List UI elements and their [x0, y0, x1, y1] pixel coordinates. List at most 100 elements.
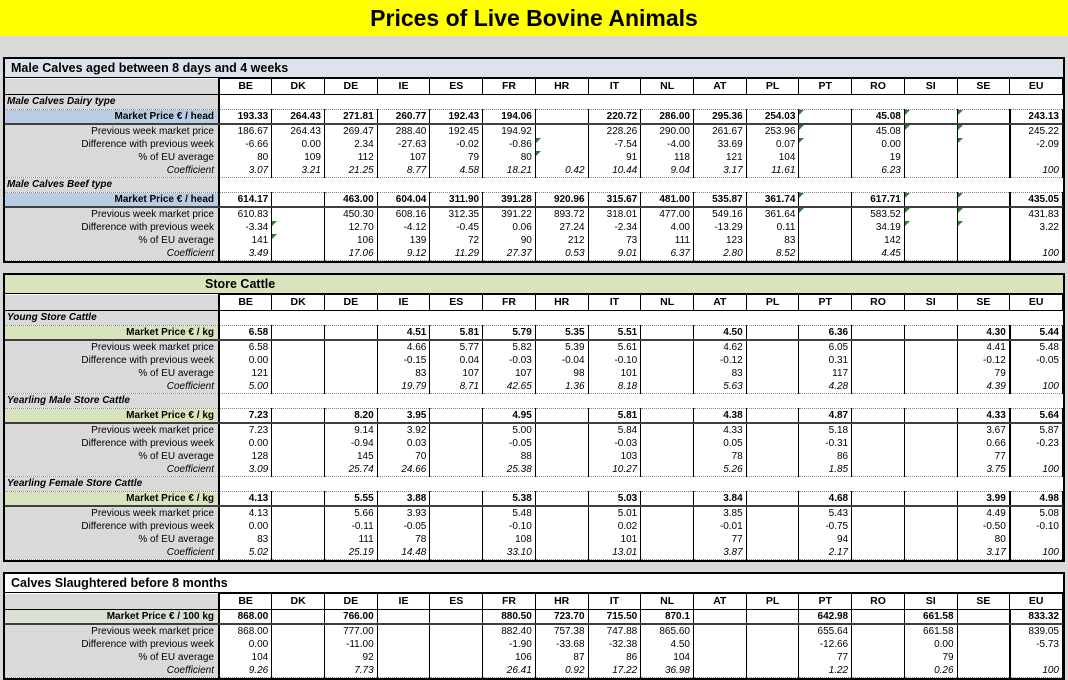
cell-RO-coef	[851, 664, 905, 678]
cell-HR-market	[535, 408, 589, 424]
cell-EU-pct	[1008, 651, 1063, 664]
cell-IT-coef: 17.22	[588, 664, 642, 678]
cell-AT-pct	[693, 651, 747, 664]
cell-BE-coef: 9.26	[219, 664, 273, 678]
cell-NL-diff	[640, 437, 694, 450]
cell-DE-pct: 106	[324, 234, 378, 247]
column-header-NL: NL	[640, 78, 694, 95]
price-row-label: Market Price € / kg	[5, 325, 220, 341]
cell-DE-diff: -0.94	[324, 437, 378, 450]
cell-DK-market	[271, 491, 325, 507]
cell-ES-coef: 4.58	[429, 164, 484, 178]
cell-PT-diff: -0.75	[798, 520, 853, 533]
corner-cell	[5, 294, 220, 311]
cell-FR-market: 5.38	[482, 491, 536, 507]
cell-AT-diff: -0.01	[693, 520, 747, 533]
cell-HR-coef	[535, 463, 589, 477]
cell-RO-market: 45.08	[851, 109, 905, 125]
comment-flag-icon	[799, 110, 805, 115]
cell-SE-market	[957, 192, 1011, 208]
price-row-label: Market Price € / 100 kg	[5, 609, 220, 625]
cell-BE-diff: 0.00	[219, 638, 273, 651]
cell-EU-coef: 100	[1008, 380, 1063, 394]
cell-DE-diff: 12.70	[324, 221, 378, 234]
cell-EU-coef: 100	[1008, 247, 1063, 261]
cell-AT-coef: 5.26	[693, 463, 747, 477]
cell-IT-prev: 5.84	[588, 423, 642, 437]
cell-EU-diff: -0.23	[1008, 437, 1063, 450]
cell-HR-market	[535, 491, 589, 507]
cell-NL-diff: 4.00	[640, 221, 694, 234]
cell-RO-coef: 4.45	[851, 247, 905, 261]
cell-DK-prev	[271, 340, 325, 354]
cell-EU-pct	[1008, 367, 1063, 380]
cell-AT-diff: -0.12	[693, 354, 747, 367]
cell-IE-pct: 83	[377, 367, 431, 380]
column-header-NL: NL	[640, 593, 694, 610]
cell-PT-prev: 5.18	[798, 423, 853, 437]
cell-IT-diff: -7.54	[588, 138, 642, 151]
cell-FR-prev: 882.40	[482, 624, 536, 638]
cell-IT-prev: 228.26	[588, 124, 642, 138]
cell-DE-market: 766.00	[324, 609, 378, 625]
cell-SI-prev	[904, 423, 958, 437]
row-label-prev: Previous week market price	[5, 506, 220, 520]
cell-IT-market: 315.67	[588, 192, 642, 208]
comment-flag-icon	[799, 138, 805, 143]
cell-DE-market	[324, 325, 378, 341]
column-header-FR: FR	[482, 78, 536, 95]
cell-BE-market: 868.00	[219, 609, 273, 625]
cell-PL-coef	[746, 664, 800, 678]
cell-AT-prev: 549.16	[693, 207, 747, 221]
cell-BE-diff: 0.00	[219, 437, 273, 450]
cell-ES-prev	[429, 624, 484, 638]
cell-IT-prev: 5.01	[588, 506, 642, 520]
cell-ES-prev: 312.35	[429, 207, 484, 221]
cell-NL-coef: 36.98	[640, 664, 694, 678]
comment-flag-icon	[957, 110, 963, 115]
cell-SI-market	[904, 109, 958, 125]
cell-NL-prev	[640, 423, 694, 437]
row-label-pct: % of EU average	[5, 367, 220, 380]
cell-BE-market: 7.23	[219, 408, 273, 424]
cell-IT-prev: 318.01	[588, 207, 642, 221]
cell-ES-diff	[429, 638, 484, 651]
cell-PT-market: 4.68	[798, 491, 853, 507]
cell-RO-diff	[851, 520, 905, 533]
cell-SE-market: 4.30	[957, 325, 1011, 341]
cell-RO-prev	[851, 340, 905, 354]
cell-IT-market: 5.51	[588, 325, 642, 341]
column-header-SE: SE	[956, 78, 1011, 95]
cell-SI-diff: 0.00	[904, 638, 958, 651]
cell-NL-prev: 290.00	[640, 124, 694, 138]
cell-RO-market: 617.71	[851, 192, 905, 208]
cell-AT-prev	[693, 624, 747, 638]
cell-SE-coef	[957, 164, 1011, 178]
column-header-ES: ES	[429, 78, 484, 95]
column-header-HR: HR	[534, 593, 589, 610]
cell-IT-pct: 73	[588, 234, 642, 247]
column-header-DK: DK	[271, 294, 325, 311]
cell-IE-prev: 288.40	[377, 124, 431, 138]
cell-BE-pct: 104	[219, 651, 273, 664]
cell-IT-prev: 5.61	[588, 340, 642, 354]
cell-SI-pct	[904, 151, 958, 164]
row-label-coef: Coefficient	[5, 380, 220, 394]
cell-PL-pct: 83	[746, 234, 800, 247]
cell-SE-market: 3.99	[957, 491, 1011, 507]
cell-HR-diff: -33.68	[535, 638, 589, 651]
cell-FR-pct: 107	[482, 367, 536, 380]
cell-IE-market: 604.04	[377, 192, 431, 208]
cell-SI-prev	[904, 506, 958, 520]
corner-cell	[5, 78, 220, 95]
cell-PL-diff	[746, 437, 800, 450]
cell-AT-pct: 123	[693, 234, 747, 247]
column-header-RO: RO	[851, 294, 905, 311]
column-header-AT: AT	[692, 78, 747, 95]
cell-IE-diff: -0.05	[377, 520, 431, 533]
column-header-IT: IT	[587, 593, 642, 610]
cell-EU-prev: 5.08	[1008, 506, 1063, 520]
cell-EU-prev: 5.48	[1008, 340, 1063, 354]
cell-SI-market: 661.58	[904, 609, 958, 625]
cell-EU-coef: 100	[1008, 164, 1063, 178]
